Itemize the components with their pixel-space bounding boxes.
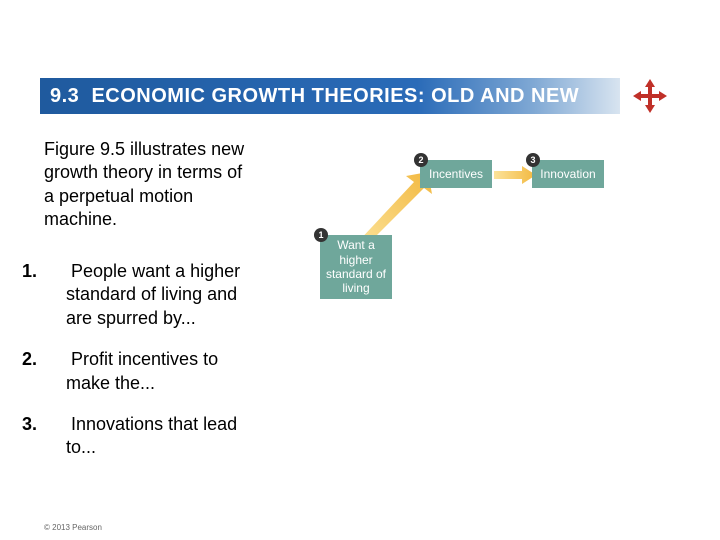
section-title: ECONOMIC GROWTH THEORIES: OLD AND NEW bbox=[91, 85, 579, 107]
list-text: Innovations that lead to... bbox=[66, 414, 237, 457]
diagram-node-2: Incentives bbox=[420, 160, 492, 188]
list-number: 1. bbox=[44, 260, 66, 283]
node-label: Innovation bbox=[540, 167, 595, 181]
diagram-node-3: Innovation bbox=[532, 160, 604, 188]
growth-theory-diagram: Want a higher standard of living Incenti… bbox=[310, 150, 680, 330]
intro-paragraph: Figure 9.5 illustrates new growth theory… bbox=[44, 138, 254, 232]
arrow-2-to-3 bbox=[494, 166, 536, 184]
node-number-badge: 3 bbox=[526, 153, 540, 167]
list-item: 2. Profit incentives to make the... bbox=[44, 348, 264, 395]
numbered-list: 1. People want a higher standard of livi… bbox=[44, 260, 264, 478]
list-item: 1. People want a higher standard of livi… bbox=[44, 260, 264, 330]
section-header: 9.3 ECONOMIC GROWTH THEORIES: OLD AND NE… bbox=[40, 78, 620, 114]
node-label: Want a higher standard of living bbox=[324, 238, 388, 296]
move-icon bbox=[632, 78, 668, 114]
list-item: 3. Innovations that lead to... bbox=[44, 413, 264, 460]
copyright-text: © 2013 Pearson bbox=[44, 523, 102, 532]
section-number: 9.3 bbox=[50, 85, 79, 107]
list-number: 3. bbox=[44, 413, 66, 436]
list-text: Profit incentives to make the... bbox=[66, 349, 218, 392]
diagram-node-1: Want a higher standard of living bbox=[320, 235, 392, 299]
list-text: People want a higher standard of living … bbox=[66, 261, 240, 328]
node-number-badge: 2 bbox=[414, 153, 428, 167]
list-number: 2. bbox=[44, 348, 66, 371]
node-number-badge: 1 bbox=[314, 228, 328, 242]
node-label: Incentives bbox=[429, 167, 483, 181]
section-header-text: 9.3 ECONOMIC GROWTH THEORIES: OLD AND NE… bbox=[50, 85, 579, 108]
